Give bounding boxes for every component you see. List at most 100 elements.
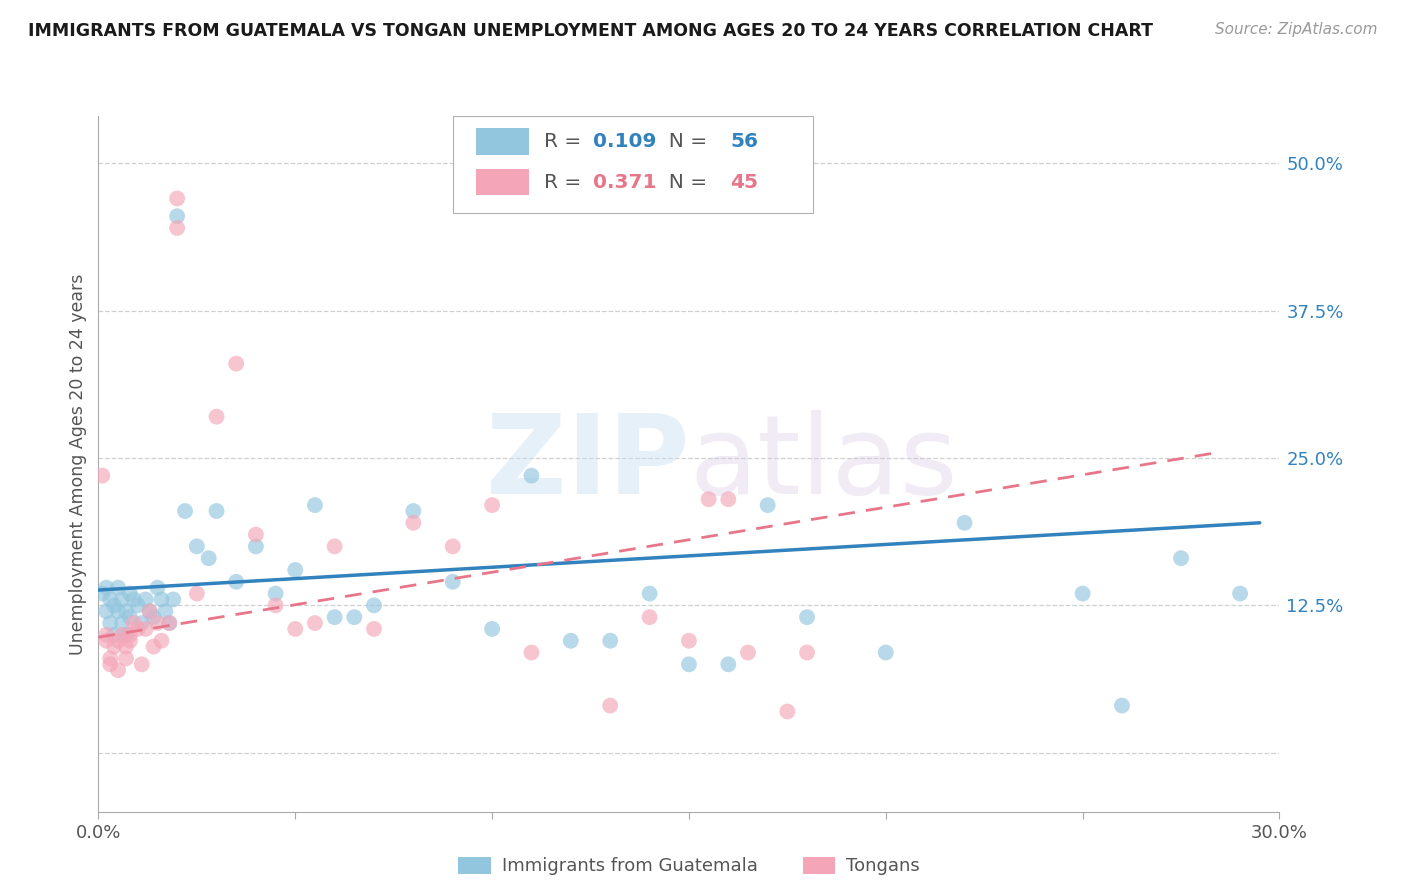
Point <box>205 504 228 518</box>
Point <box>118 633 141 648</box>
Point <box>157 615 180 630</box>
Point <box>138 604 160 618</box>
Point <box>150 592 173 607</box>
Point <box>284 622 307 636</box>
Text: IMMIGRANTS FROM GUATEMALA VS TONGAN UNEMPLOYMENT AMONG AGES 20 TO 24 YEARS CORRE: IMMIGRANTS FROM GUATEMALA VS TONGAN UNEM… <box>28 22 1153 40</box>
Point <box>115 604 138 618</box>
Text: atlas: atlas <box>689 410 957 517</box>
Point <box>127 622 149 636</box>
Point <box>560 633 582 648</box>
Text: 0.109: 0.109 <box>593 132 657 152</box>
Text: 56: 56 <box>730 132 758 152</box>
Point <box>343 610 366 624</box>
Text: N =: N = <box>655 172 713 192</box>
Point <box>115 651 138 665</box>
Point <box>304 498 326 512</box>
Point <box>323 540 346 554</box>
Point <box>225 574 247 589</box>
Point <box>441 574 464 589</box>
Point <box>131 615 153 630</box>
Point <box>363 599 385 613</box>
Point <box>166 192 188 206</box>
Point <box>115 640 138 654</box>
Point <box>150 633 173 648</box>
Point <box>796 610 818 624</box>
Point <box>138 604 160 618</box>
Point <box>245 540 267 554</box>
Point <box>162 592 184 607</box>
Point <box>142 640 165 654</box>
Point <box>111 628 134 642</box>
FancyBboxPatch shape <box>477 128 530 155</box>
Point <box>103 628 125 642</box>
Point <box>186 586 208 600</box>
Point <box>118 610 141 624</box>
Point <box>737 646 759 660</box>
Point <box>186 540 208 554</box>
Text: Source: ZipAtlas.com: Source: ZipAtlas.com <box>1215 22 1378 37</box>
Point <box>111 615 134 630</box>
Point <box>638 586 661 600</box>
Text: N =: N = <box>655 132 713 152</box>
Point <box>111 592 134 607</box>
Point <box>166 221 188 235</box>
Point <box>264 599 287 613</box>
Point <box>155 604 177 618</box>
FancyBboxPatch shape <box>477 169 530 195</box>
Text: 0.371: 0.371 <box>593 172 657 192</box>
Point <box>107 633 129 648</box>
Point <box>127 599 149 613</box>
Point <box>91 586 114 600</box>
Point <box>1111 698 1133 713</box>
Point <box>174 504 197 518</box>
Point <box>678 633 700 648</box>
Point <box>197 551 219 566</box>
Text: ZIP: ZIP <box>485 410 689 517</box>
Point <box>118 628 141 642</box>
Point <box>599 698 621 713</box>
Point <box>323 610 346 624</box>
Point <box>756 498 779 512</box>
Point <box>96 581 118 595</box>
Point <box>96 633 118 648</box>
Point <box>98 615 121 630</box>
Text: R =: R = <box>544 132 588 152</box>
Point <box>717 492 740 507</box>
Point <box>96 604 118 618</box>
Point <box>1170 551 1192 566</box>
Y-axis label: Unemployment Among Ages 20 to 24 years: Unemployment Among Ages 20 to 24 years <box>69 273 87 655</box>
Legend: Immigrants from Guatemala, Tongans: Immigrants from Guatemala, Tongans <box>451 849 927 883</box>
Point <box>1229 586 1251 600</box>
Point <box>264 586 287 600</box>
Point <box>225 357 247 371</box>
Point <box>122 615 145 630</box>
Point <box>103 640 125 654</box>
Point <box>697 492 720 507</box>
Point <box>98 651 121 665</box>
Point <box>146 615 169 630</box>
Point <box>245 527 267 541</box>
Point <box>205 409 228 424</box>
Point <box>107 663 129 677</box>
Point <box>115 628 138 642</box>
Point <box>402 516 425 530</box>
Point <box>481 622 503 636</box>
Point <box>107 581 129 595</box>
Point <box>875 646 897 660</box>
Point <box>135 622 157 636</box>
Point <box>363 622 385 636</box>
Point <box>98 657 121 672</box>
Point <box>1071 586 1094 600</box>
Point <box>520 468 543 483</box>
Text: 45: 45 <box>730 172 758 192</box>
Point <box>953 516 976 530</box>
Point <box>776 705 799 719</box>
Point <box>91 468 114 483</box>
Point <box>284 563 307 577</box>
Point <box>166 209 188 223</box>
Point <box>304 615 326 630</box>
Text: R =: R = <box>544 172 588 192</box>
Point <box>142 610 165 624</box>
Point <box>796 646 818 660</box>
Point <box>678 657 700 672</box>
